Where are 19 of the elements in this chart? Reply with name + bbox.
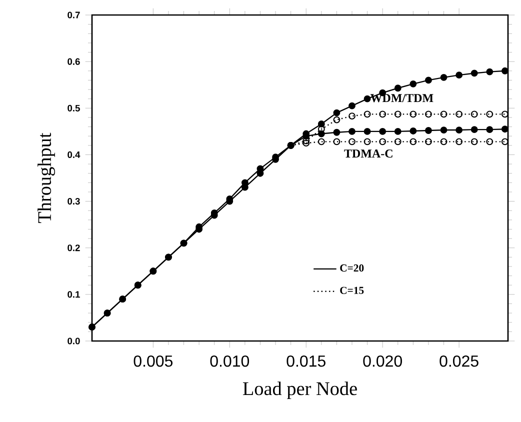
- y-tick-label: 0.4: [68, 151, 80, 158]
- y-tick-label: 0.1: [68, 291, 80, 298]
- y-axis-title: Throughput: [38, 132, 56, 223]
- x-tick-label: 0.010: [210, 355, 250, 367]
- x-tick-label: 0.025: [440, 355, 478, 367]
- annotation: WDM/TDM: [370, 94, 434, 102]
- legend-label: C=20: [340, 264, 364, 272]
- y-tick-label: 0.0: [68, 338, 80, 344]
- annotation: TDMA-C: [344, 150, 392, 158]
- x-tick-label: 0.015: [286, 355, 326, 367]
- x-axis-title: Load per Node: [242, 382, 357, 400]
- x-tick-label: 0.005: [134, 355, 173, 367]
- y-tick-label: 0.7: [68, 12, 80, 18]
- legend-label: C=15: [340, 286, 364, 294]
- x-tick-label: 0.020: [363, 355, 402, 367]
- y-tick-label: 0.6: [68, 58, 80, 65]
- y-tick-label: 0.3: [68, 198, 80, 205]
- y-tick-label: 0.5: [68, 104, 80, 112]
- y-tick-label: 0.2: [68, 244, 80, 252]
